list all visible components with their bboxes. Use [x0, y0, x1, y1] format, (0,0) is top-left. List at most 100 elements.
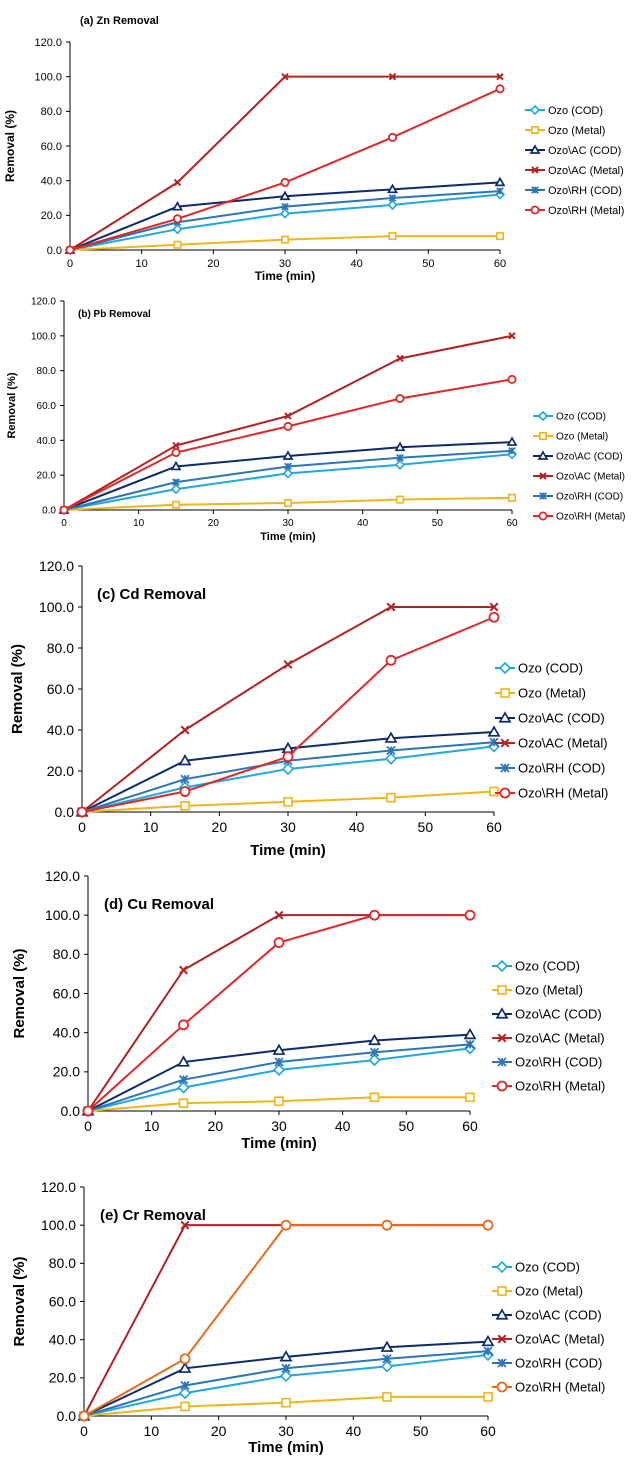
y-tick-label: 20.0 — [49, 1370, 76, 1386]
x-tick-label: 0 — [84, 1118, 92, 1134]
legend-label: Ozo\AC (COD) — [515, 1308, 602, 1323]
y-axis-label: Removal (%) — [6, 372, 18, 438]
legend-label: Ozo\RH (COD) — [515, 1055, 602, 1070]
data-point — [284, 412, 292, 420]
y-tick-label: 20.0 — [37, 471, 57, 482]
data-point — [482, 1219, 494, 1231]
x-tick-label: 0 — [67, 258, 73, 270]
y-tick-label: 100.0 — [31, 331, 56, 342]
data-point — [495, 84, 505, 94]
data-point — [281, 762, 295, 776]
data-point — [280, 177, 290, 187]
y-tick-label: 80.0 — [47, 640, 74, 656]
chart-panel-3: (c) Cd Removal 0.0 20.0 40.0 60.0 80.0 100.0 12… — [9, 558, 608, 859]
legend-marker — [539, 492, 547, 500]
data-point — [487, 725, 501, 737]
data-point — [483, 1346, 493, 1356]
x-tick-label: 0 — [61, 518, 67, 529]
data-point — [380, 1360, 394, 1373]
data-point — [395, 394, 405, 404]
y-tick-label: 100.0 — [45, 907, 80, 923]
data-point — [281, 72, 289, 81]
chart-panel-5: (e) Cr Removal 0.0 20.0 40.0 60.0 80.0 100.0 12… — [11, 1179, 605, 1456]
legend-marker — [538, 511, 548, 521]
data-point — [382, 1392, 392, 1402]
legend-marker — [496, 1381, 508, 1393]
data-point — [384, 731, 398, 743]
y-tick-label: 80.0 — [37, 366, 57, 377]
data-point — [59, 505, 69, 515]
legend-label: Ozo\RH (Metal) — [515, 1380, 605, 1395]
x-tick-label: 20 — [208, 1118, 224, 1134]
data-point — [180, 1401, 190, 1412]
x-tick-label: 50 — [399, 1118, 415, 1134]
legend-marker — [497, 1334, 507, 1344]
x-tick-label: 30 — [282, 518, 294, 529]
y-tick-label: 80.0 — [49, 1255, 76, 1271]
x-tick-label: 10 — [143, 819, 159, 835]
data-point — [489, 786, 499, 797]
legend-label: Ozo\AC (COD) — [518, 711, 605, 726]
y-tick-label: 100.0 — [34, 72, 62, 84]
data-point — [283, 421, 293, 431]
data-point — [368, 1053, 381, 1067]
data-point — [464, 909, 476, 921]
legend-marker — [497, 1033, 507, 1043]
x-tick-label: 60 — [486, 819, 502, 835]
data-point — [178, 1019, 189, 1031]
y-tick-label: 20.0 — [47, 763, 74, 779]
data-point — [177, 1055, 190, 1067]
data-point — [172, 478, 180, 486]
x-tick-label: 50 — [422, 258, 434, 270]
legend-marker — [497, 985, 507, 995]
data-point — [283, 796, 293, 807]
y-tick-label: 0.0 — [47, 245, 62, 257]
legend-marker — [529, 144, 541, 154]
data-point — [274, 1057, 284, 1067]
legend-marker — [499, 787, 511, 799]
y-tick-label: 60.0 — [41, 141, 62, 153]
legend-label: Ozo (Metal) — [515, 983, 583, 998]
legend-marker — [498, 661, 512, 675]
legend-label: Ozo\RH (COD) — [515, 1356, 602, 1371]
data-point — [180, 725, 190, 735]
y-tick-label: 60.0 — [37, 401, 57, 412]
data-point — [178, 1361, 192, 1373]
data-point — [463, 1027, 477, 1040]
y-tick-label: 0.0 — [55, 804, 75, 820]
y-axis-label: Removal (%) — [9, 644, 26, 734]
legend-marker — [537, 410, 549, 422]
data-point — [386, 792, 396, 803]
legend-label: Ozo (COD) — [515, 1260, 580, 1275]
legend-marker — [531, 186, 539, 194]
legend-label: Ozo\AC (Metal) — [515, 1031, 605, 1046]
y-tick-label: 40.0 — [49, 1332, 76, 1348]
data-point — [385, 654, 397, 666]
data-point — [279, 190, 291, 201]
legend-marker — [495, 959, 509, 973]
data-point — [279, 1369, 293, 1383]
data-point — [171, 448, 181, 458]
y-tick-label: 120.0 — [41, 1179, 76, 1195]
data-point — [284, 462, 292, 471]
legend-label: Ozo (COD) — [556, 412, 606, 423]
data-point — [396, 453, 404, 462]
y-axis-label: Removal (%) — [11, 1256, 28, 1346]
x-tick-label: 40 — [346, 1423, 362, 1439]
data-point — [178, 1386, 192, 1400]
x-tick-label: 40 — [335, 1118, 351, 1134]
data-point — [489, 737, 499, 747]
chart-panel-4: (d) Cu Removal 0.0 20.0 40.0 60.0 80.0 100.0 12… — [11, 868, 605, 1152]
data-point — [177, 1081, 190, 1094]
data-point — [273, 937, 285, 948]
legend-label: Ozo\RH (COD) — [548, 185, 622, 197]
data-point — [280, 235, 289, 244]
y-tick-label: 60.0 — [53, 985, 80, 1001]
data-point — [283, 499, 292, 508]
data-point — [369, 1092, 380, 1103]
series-line-6 — [81, 616, 495, 813]
y-tick-label: 120.0 — [34, 37, 62, 49]
y-tick-label: 60.0 — [49, 1293, 76, 1309]
legend-marker — [538, 431, 547, 440]
